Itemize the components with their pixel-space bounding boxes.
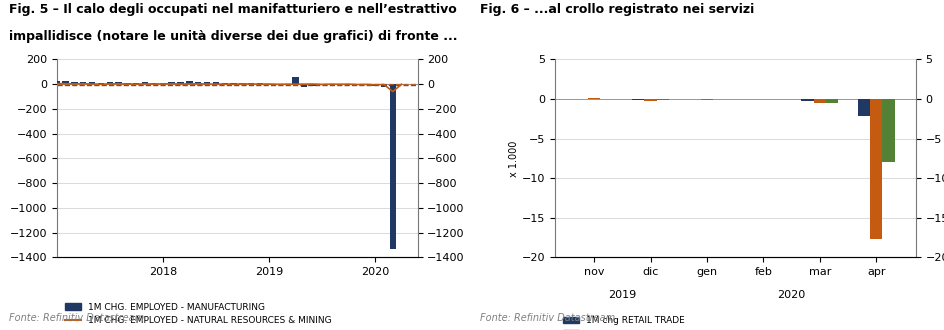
Bar	[248, 83, 255, 84]
Bar	[657, 99, 669, 100]
Bar	[826, 99, 838, 103]
Bar	[814, 99, 826, 103]
Bar	[870, 99, 883, 239]
Bar	[354, 84, 361, 85]
Bar	[89, 82, 95, 84]
Bar	[266, 84, 272, 85]
Bar	[283, 84, 290, 85]
Bar	[222, 83, 228, 84]
Bar	[645, 99, 657, 101]
Bar	[857, 99, 870, 116]
Bar	[700, 99, 714, 100]
Bar	[588, 98, 600, 99]
Bar	[71, 82, 77, 84]
Bar	[257, 83, 263, 84]
Bar	[632, 99, 645, 100]
Legend: 1M chg RETAIL TRADE, 1M chg PRIVATE SERVICE-PROVIDING, 1M chg LEISURE & HOSPITAL: 1M chg RETAIL TRADE, 1M chg PRIVATE SERV…	[559, 313, 756, 330]
Bar	[337, 84, 343, 85]
Text: Fig. 5 – Il calo degli occupati nel manifatturiero e nell’estrattivo: Fig. 5 – Il calo degli occupati nel mani…	[9, 3, 457, 16]
Bar	[98, 83, 104, 84]
Bar	[390, 84, 396, 249]
Bar	[883, 99, 895, 162]
Bar	[230, 83, 237, 84]
Bar	[372, 84, 379, 86]
Text: 2019: 2019	[608, 290, 636, 300]
Bar	[142, 82, 148, 84]
Bar	[168, 82, 175, 84]
Bar	[160, 83, 166, 84]
Bar	[115, 82, 122, 84]
Bar	[363, 84, 369, 85]
Bar	[239, 83, 245, 84]
Text: Fonte: Refinitiv Datastream: Fonte: Refinitiv Datastream	[9, 314, 144, 323]
Bar	[204, 82, 211, 84]
Bar	[328, 84, 334, 85]
Text: 2020: 2020	[778, 290, 806, 300]
Text: Fig. 6 – ...al crollo registrato nei servizi: Fig. 6 – ...al crollo registrato nei ser…	[480, 3, 754, 16]
Bar	[54, 81, 59, 84]
Bar	[293, 77, 298, 84]
Bar	[62, 82, 69, 84]
Bar	[80, 82, 86, 84]
Bar	[186, 82, 193, 84]
Bar	[301, 84, 308, 87]
Bar	[380, 84, 387, 87]
Bar	[212, 82, 219, 84]
Bar	[195, 82, 201, 84]
Bar	[107, 82, 113, 84]
Text: impallidisce (notare le unità diverse dei due grafici) di fronte ...: impallidisce (notare le unità diverse de…	[9, 30, 458, 43]
Bar	[319, 84, 326, 85]
Bar	[310, 84, 316, 86]
Bar	[177, 82, 184, 84]
Bar	[275, 83, 281, 84]
Bar	[346, 84, 352, 85]
Bar	[801, 99, 814, 101]
Bar	[133, 83, 140, 84]
Text: Fonte: Refinitiv Datastream: Fonte: Refinitiv Datastream	[480, 314, 615, 323]
Bar	[151, 83, 157, 84]
Legend: 1M CHG. EMPLOYED - MANUFACTURING, 1M CHG. EMPLOYED - NATURAL RESOURCES & MINING,: 1M CHG. EMPLOYED - MANUFACTURING, 1M CHG…	[61, 299, 335, 330]
Y-axis label: x 1.000: x 1.000	[509, 140, 519, 177]
Bar	[125, 83, 130, 84]
